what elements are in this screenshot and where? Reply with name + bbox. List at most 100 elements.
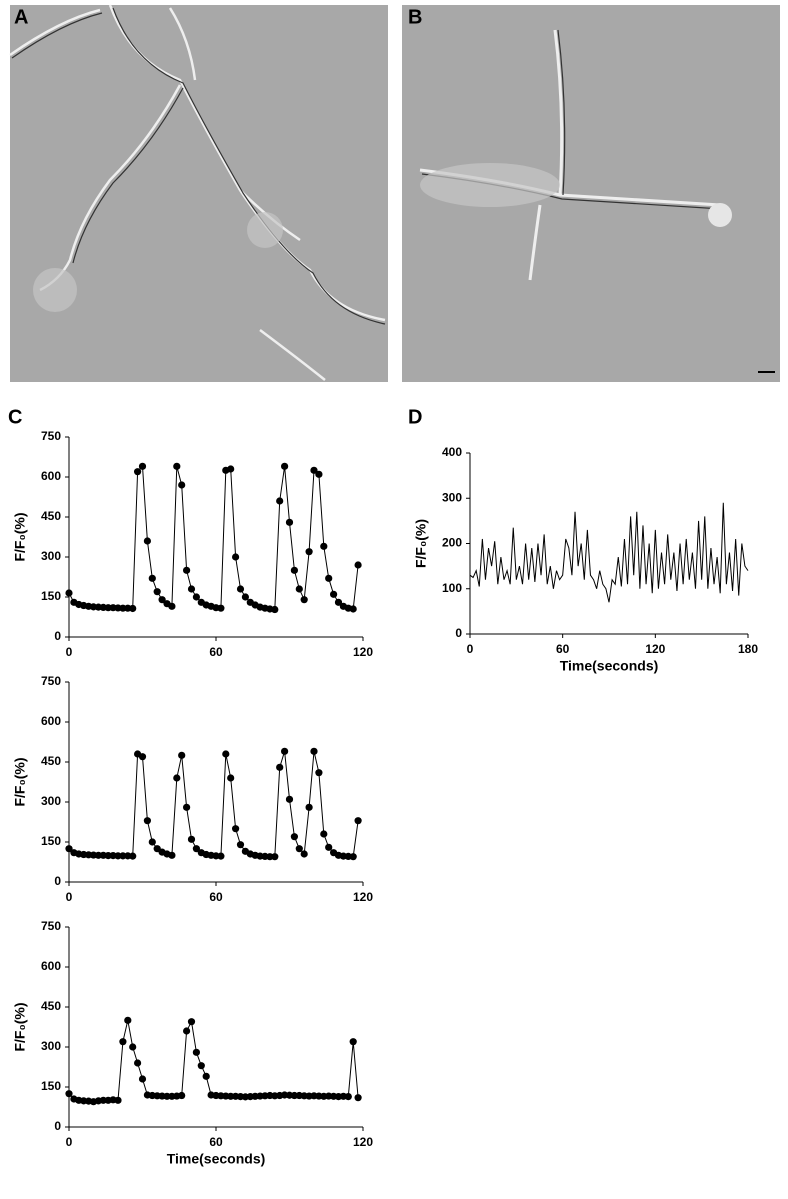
data-point [65,589,73,597]
data-point [178,1091,186,1100]
data-line [68,751,359,858]
x-tick-label: 0 [66,890,73,904]
x-tick-label: 0 [66,645,73,659]
data-point [241,593,249,601]
panel-label: C [8,406,22,428]
data-point [187,835,196,843]
x-axis-label: Time(seconds) [560,658,659,674]
y-tick-label: 300 [41,549,61,563]
y-tick-label: 150 [41,589,61,603]
data-point [202,1072,210,1080]
x-tick-label: 120 [353,890,373,904]
x-tick-label: 180 [738,642,758,656]
data-point [129,604,137,613]
data-point [290,566,298,574]
data-point [320,830,328,838]
data-point [236,841,245,849]
cell-body [420,163,560,207]
y-tick-label: 400 [442,445,462,459]
panel-label: A [14,6,28,28]
y-tick-label: 300 [41,794,61,808]
y-tick-label: 750 [41,674,61,688]
y-tick-label: 450 [41,999,61,1013]
data-point [315,769,323,777]
data-point [334,598,343,606]
y-tick-label: 300 [41,1039,61,1053]
data-point [295,845,303,853]
data-point [271,853,279,861]
data-point [168,602,176,610]
data-point [271,605,279,614]
y-tick-label: 600 [41,714,61,728]
y-tick-label: 600 [41,959,61,973]
data-point [134,1059,142,1067]
panel-label: B [408,6,422,28]
y-tick-label: 0 [54,1119,61,1133]
data-point [134,468,142,476]
y-axis-label: F/F₀(%) [413,519,429,568]
data-point [349,853,357,861]
data-point [173,462,181,470]
data-point [187,585,196,593]
data-line [68,1020,359,1103]
growth-cone [33,268,77,312]
y-tick-label: 450 [41,509,61,523]
x-tick-label: 0 [66,1135,73,1149]
data-point [276,497,284,505]
data-point [295,585,303,593]
data-point [300,850,308,858]
data-point [148,838,156,846]
x-axis-label: Time(seconds) [167,1151,266,1167]
data-point [138,462,147,470]
y-tick-label: 300 [442,490,462,504]
data-point [325,574,333,582]
data-point [153,588,161,596]
x-tick-label: 60 [209,645,223,659]
data-point [168,851,176,859]
x-tick-label: 0 [467,642,474,656]
neurite [9,4,386,381]
data-point [192,1048,200,1056]
x-tick-label: 60 [209,890,223,904]
data-point [124,1016,132,1024]
micrograph-a [9,4,388,382]
x-tick-label: 120 [645,642,665,656]
data-point [281,747,289,755]
data-point [173,774,181,782]
data-line [469,502,749,603]
data-point [158,596,166,604]
data-point [315,470,323,478]
data-point [138,1075,147,1083]
y-axis-label: F/F₀(%) [12,512,28,561]
data-point [320,542,328,550]
data-point [143,537,151,545]
y-tick-label: 0 [455,626,462,640]
data-point [183,1027,191,1035]
data-line [68,465,359,611]
data-point [344,1093,352,1101]
data-point [217,604,225,612]
data-point [354,1094,362,1102]
data-point [290,833,298,841]
x-tick-label: 120 [353,645,373,659]
y-tick-label: 0 [54,874,61,888]
micrograph-b [402,5,780,382]
data-point [197,1062,205,1070]
data-point [183,803,191,811]
data-point [119,1038,127,1046]
y-tick-label: 200 [442,536,462,550]
x-tick-label: 120 [353,1135,373,1149]
data-point [129,852,137,860]
data-point [65,1090,73,1098]
data-point [300,596,308,604]
data-point [305,548,313,556]
data-point [143,817,151,825]
panel-label: D [408,406,422,428]
data-point [232,825,240,833]
debris [708,203,732,227]
y-axis-label: F/F₀(%) [12,757,28,806]
data-point [129,1043,137,1051]
growth-cone [247,212,283,248]
data-point [325,843,333,851]
